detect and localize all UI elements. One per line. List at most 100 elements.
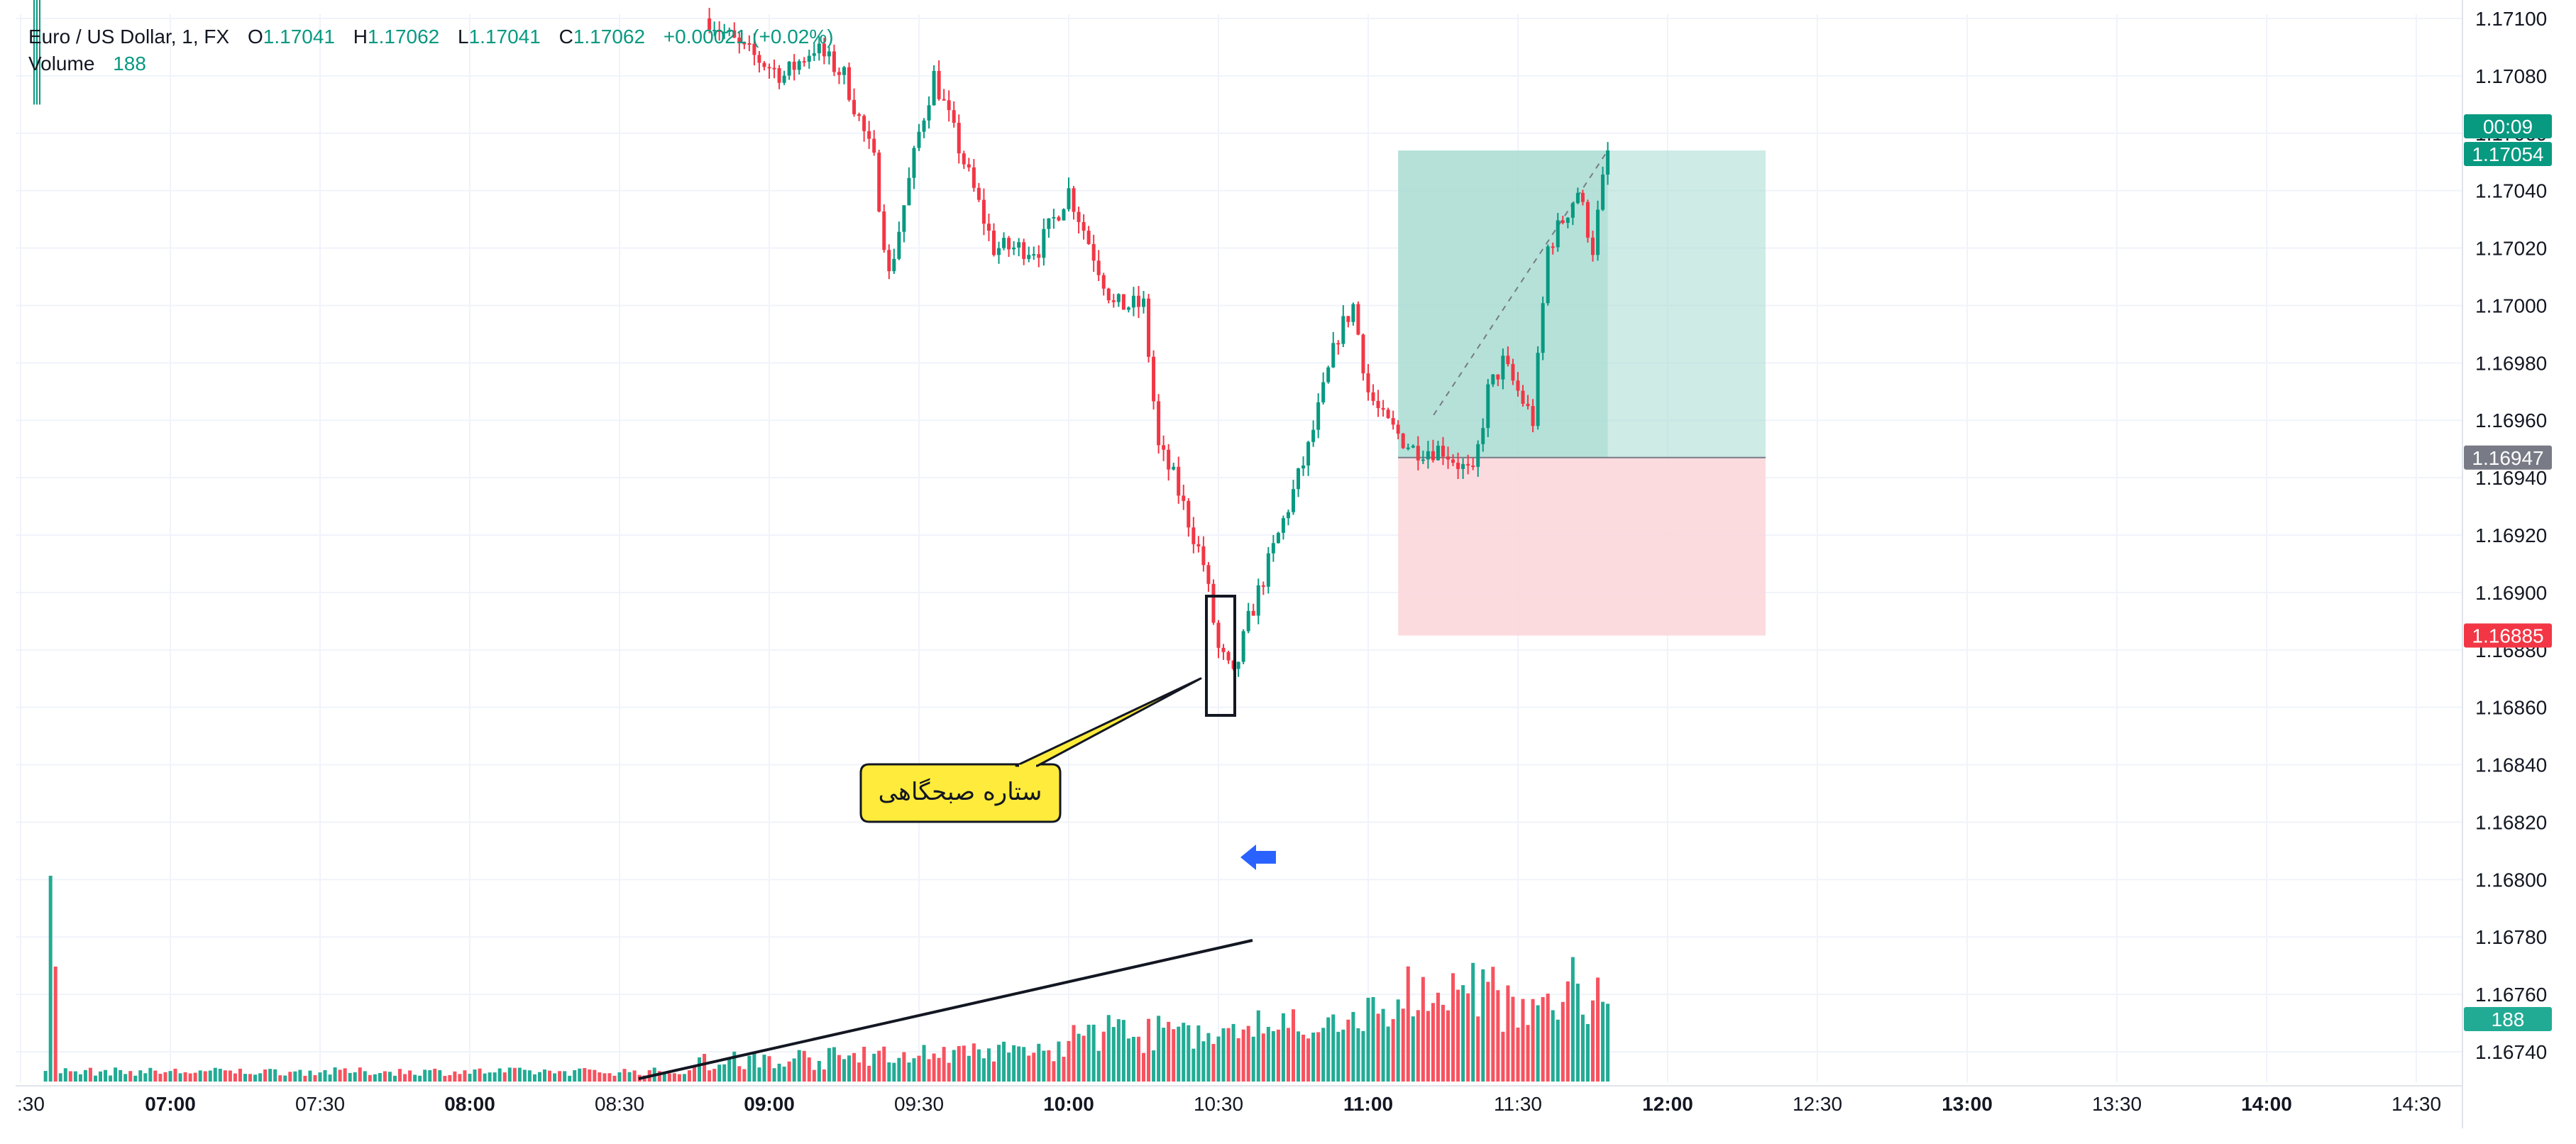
candle-body [1136, 295, 1140, 307]
candle-body [727, 30, 732, 32]
volume-bar [1461, 985, 1465, 1082]
candle-body [1536, 353, 1540, 427]
candle-body [1446, 456, 1451, 460]
volume-bar [842, 1059, 846, 1082]
volume-bar [777, 1063, 781, 1082]
volume-bar [393, 1075, 397, 1082]
volume-bar [922, 1045, 926, 1082]
volume-bar [1126, 1038, 1130, 1082]
volume-bar [986, 1048, 991, 1082]
volume-bar [693, 1066, 696, 1082]
candle-body [807, 55, 811, 62]
last-price-badge: 1.17054 [2472, 143, 2543, 165]
candle-body [1326, 367, 1331, 383]
candle-body [1292, 489, 1295, 512]
volume-bar [1476, 1016, 1480, 1082]
volume-bar [423, 1069, 427, 1082]
candle-body [1191, 527, 1196, 544]
y-tick-label: 1.16940 [2475, 467, 2547, 489]
left-arrow-icon[interactable] [1240, 845, 1276, 870]
volume-bar [173, 1068, 177, 1082]
volume-bar [253, 1074, 258, 1082]
volume-bar [1091, 1024, 1096, 1082]
volume-bar [971, 1043, 976, 1082]
volume-bar [1546, 994, 1550, 1082]
volume-bar [333, 1067, 337, 1082]
volume-bar [453, 1071, 457, 1082]
drawings[interactable]: ستاره صبحگاهی [638, 595, 1276, 1080]
volume-bar [1371, 997, 1375, 1082]
volume-bar [807, 1057, 811, 1082]
volume-bar [797, 1050, 801, 1082]
volume-bar [1246, 1025, 1250, 1082]
volume-bar [1162, 1028, 1166, 1082]
long-position-tool[interactable] [1398, 150, 1766, 636]
volume-bar [657, 1071, 661, 1082]
volume-bar [1116, 1019, 1121, 1082]
volume-bar [1201, 1041, 1206, 1082]
volume-bar [478, 1068, 482, 1082]
volume-bar [387, 1072, 392, 1082]
volume-bar [1416, 1010, 1420, 1082]
x-tick-label: 08:00 [444, 1093, 495, 1115]
volume-bar [443, 1075, 447, 1082]
callout-bubble[interactable] [859, 763, 1062, 823]
candle-body [1386, 409, 1390, 419]
y-tick-label: 1.16740 [2475, 1041, 2547, 1063]
y-tick-label: 1.16800 [2475, 869, 2547, 891]
candle-body [1027, 255, 1031, 259]
candle-body [1501, 356, 1505, 380]
candle-body [1081, 221, 1086, 231]
volume-bar [1167, 1021, 1171, 1082]
volume-bar [1441, 1004, 1445, 1082]
volume-bar [408, 1070, 412, 1082]
candle-body [777, 68, 781, 83]
candle-body [1346, 316, 1350, 322]
volume-bar [563, 1071, 567, 1082]
candle-body [1221, 647, 1226, 652]
volume-bar [1096, 1050, 1101, 1082]
volume-bar [617, 1072, 622, 1082]
candle-body [867, 131, 871, 139]
volume-bar [368, 1074, 372, 1082]
volume-bar [243, 1074, 247, 1082]
volume-bar [143, 1073, 148, 1082]
volume-bar [712, 1069, 717, 1082]
candle-body [767, 67, 771, 69]
volume-bar [53, 967, 57, 1082]
volume-trendline[interactable] [638, 939, 1253, 1080]
candle-body [1216, 622, 1221, 648]
candle-body [802, 61, 806, 63]
morning-star-highlight-box[interactable] [1205, 595, 1236, 717]
candle-body [1361, 334, 1365, 374]
volume-bar [473, 1069, 477, 1082]
volume-bar [762, 1055, 766, 1082]
volume-bar [88, 1067, 92, 1082]
volume-bar [962, 1045, 966, 1082]
close-value: 1.17062 [573, 26, 646, 48]
candle-body [1421, 459, 1425, 461]
volume-bar [722, 1064, 727, 1082]
candle-body [822, 43, 826, 57]
volume-bar [1336, 1031, 1341, 1082]
candle-body [1561, 220, 1565, 224]
candle-body [1111, 300, 1116, 302]
symbol-name[interactable]: Euro / US Dollar, 1, FX [28, 26, 230, 48]
volume-bar [822, 1069, 826, 1082]
candle-body [1162, 445, 1166, 450]
candle-body [1401, 433, 1405, 449]
price-badges: 00:09 1.17054 1.16947 1.16885 188 [2464, 114, 2552, 1031]
volume-bar [817, 1060, 821, 1082]
volume-bar [497, 1068, 502, 1082]
volume-bar [1286, 1028, 1290, 1082]
volume-bar [358, 1067, 362, 1082]
candle-body [857, 114, 862, 116]
x-tick-label: 13:30 [2092, 1093, 2142, 1115]
volume-label[interactable]: Volume [28, 53, 95, 75]
volume-bar [348, 1072, 352, 1082]
candle-body [1601, 175, 1605, 210]
volume-bar [1062, 1057, 1066, 1082]
candle-body [1276, 532, 1280, 544]
volume-bar [1177, 1026, 1181, 1082]
